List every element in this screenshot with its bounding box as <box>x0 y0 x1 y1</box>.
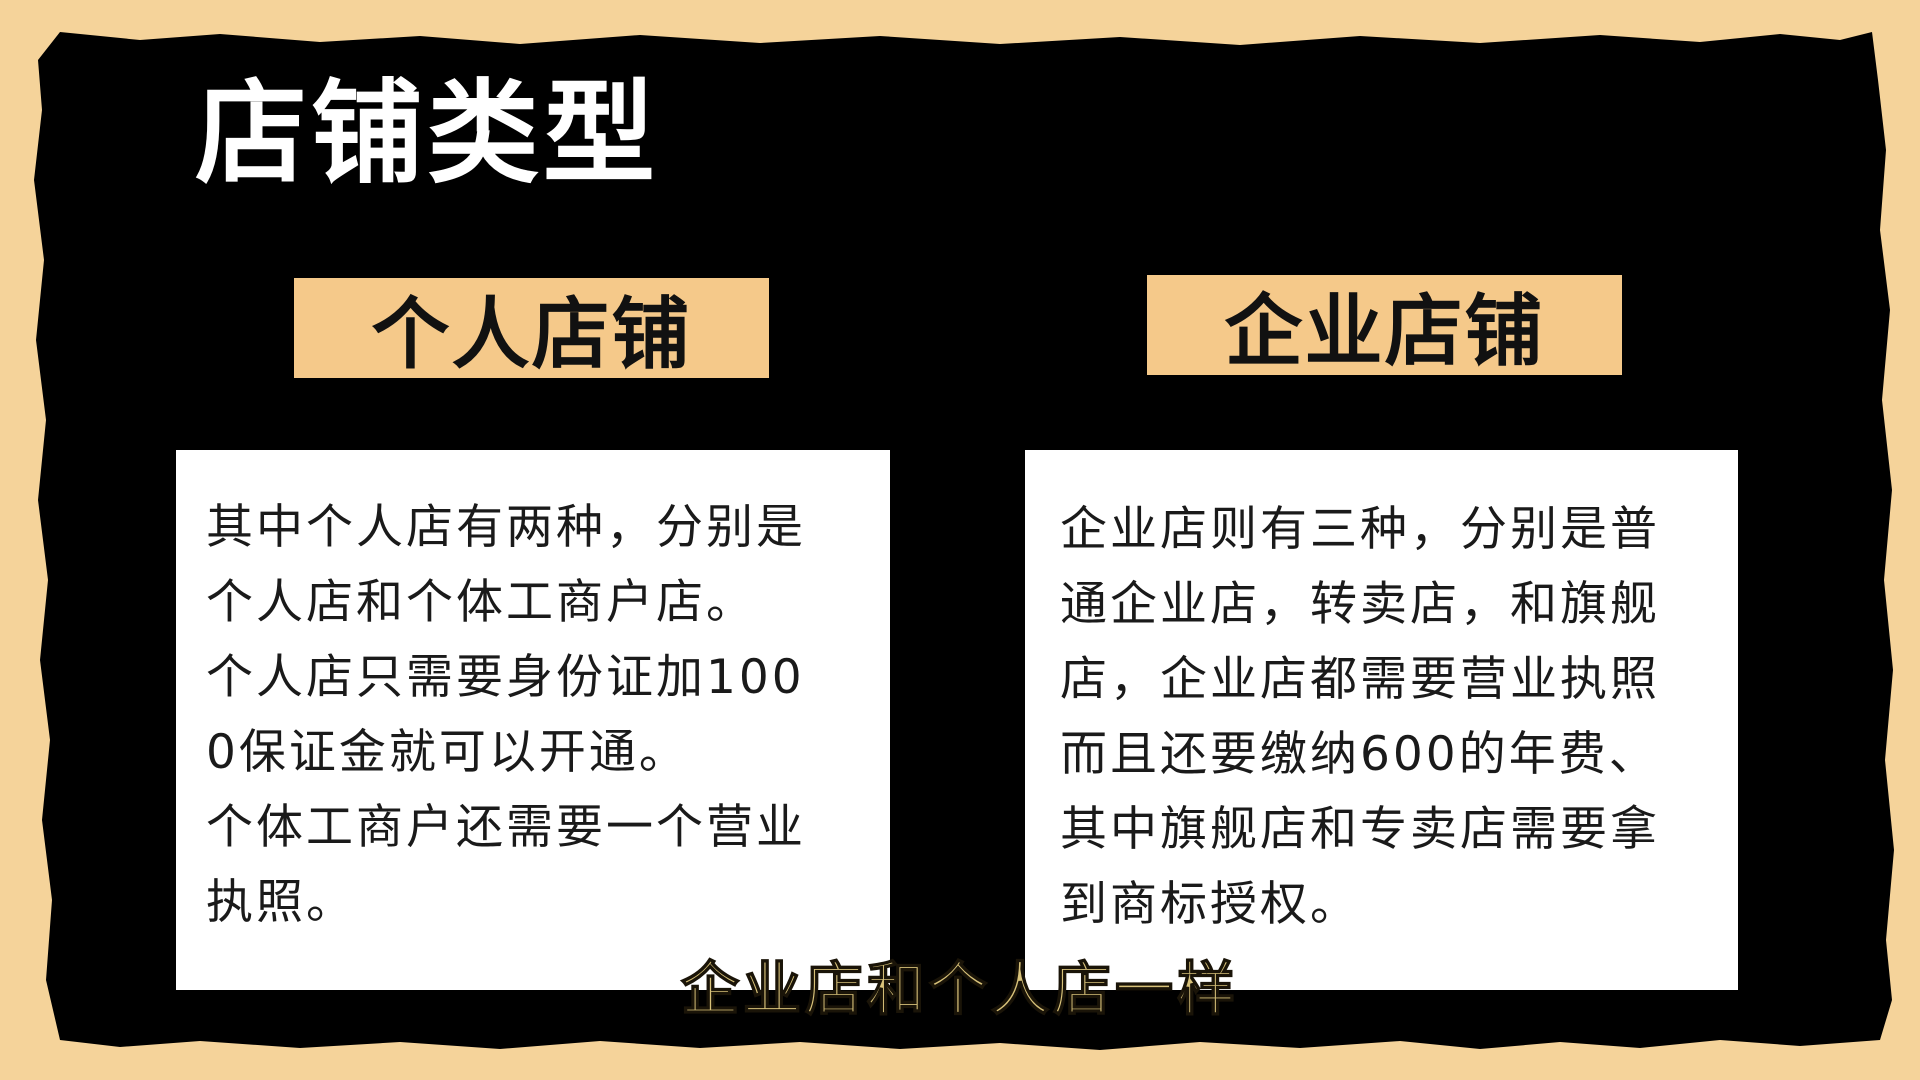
card-text-line: 其中旗舰店和专卖店需要拿 <box>1060 802 1660 857</box>
card-text-line: 个体工商户还需要一个营业 <box>206 800 806 855</box>
card-text-line: 到商标授权。 <box>1060 877 1360 932</box>
video-subtitle: 企业店和个人店一样 <box>680 954 1239 1024</box>
enterprise-store-card: 企业店则有三种，分别是普 通企业店，转卖店，和旗舰 店，企业店都需要营业执照 而… <box>1025 450 1738 990</box>
card-text-line: 而且还要缴纳600的年费、 <box>1060 727 1659 782</box>
card-text-line: 店，企业店都需要营业执照 <box>1060 652 1660 707</box>
card-text-line: 0保证金就可以开通。 <box>206 725 689 780</box>
card-text-line: 企业店则有三种，分别是普 <box>1060 502 1660 557</box>
card-text-line: 个人店和个体工商户店。 <box>206 575 756 630</box>
card-text-line: 通企业店，转卖店，和旗舰 <box>1060 577 1660 632</box>
personal-store-label: 个人店铺 <box>294 278 769 380</box>
card-text-line: 其中个人店有两种，分别是 <box>206 500 806 555</box>
enterprise-store-label: 企业店铺 <box>1147 275 1622 377</box>
page-title: 店铺类型 <box>195 69 659 199</box>
card-text-line: 个人店只需要身份证加100 <box>206 650 805 705</box>
personal-store-card: 其中个人店有两种，分别是 个人店和个体工商户店。 个人店只需要身份证加100 0… <box>176 450 890 990</box>
card-text-line: 执照。 <box>206 875 356 930</box>
